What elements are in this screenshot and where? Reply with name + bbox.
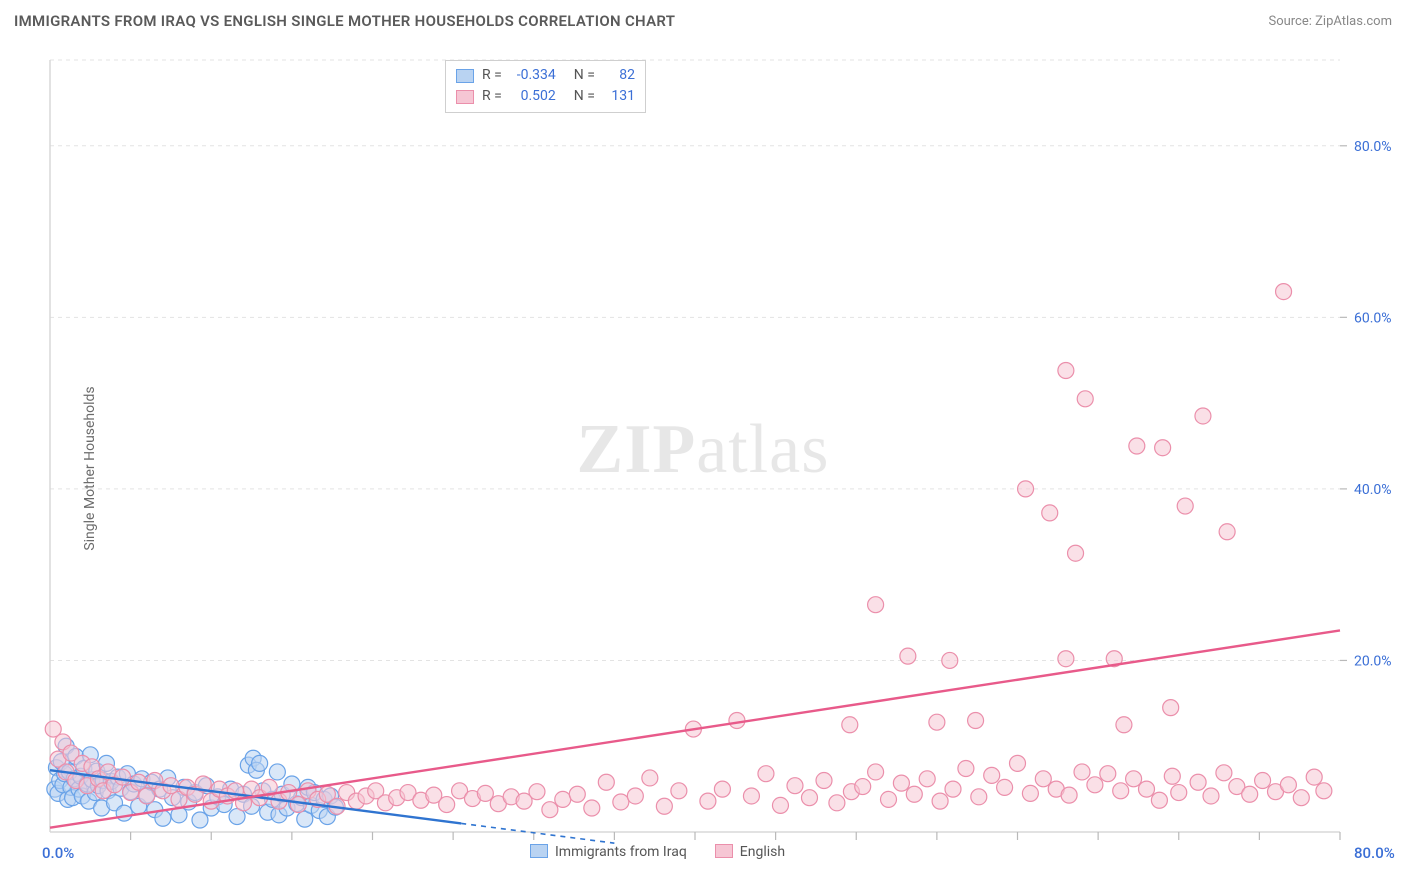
svg-text:80.0%: 80.0%: [1354, 844, 1395, 862]
chart-title: IMMIGRANTS FROM IRAQ VS ENGLISH SINGLE M…: [14, 12, 675, 30]
stats-row: R = 0.502 N = 131: [456, 86, 635, 107]
svg-text:60.0%: 60.0%: [1354, 310, 1392, 326]
svg-text:40.0%: 40.0%: [1354, 482, 1392, 498]
legend-swatch: [530, 844, 548, 858]
legend-swatch: [456, 90, 474, 104]
series-legend: Immigrants from Iraq English: [530, 844, 785, 860]
legend-item: Immigrants from Iraq: [530, 844, 687, 860]
stat-r-value: 0.502: [510, 86, 556, 107]
stat-n-value: 131: [603, 86, 635, 107]
stat-n-label: N =: [574, 65, 595, 86]
legend-label: Immigrants from Iraq: [555, 844, 687, 860]
stat-r-label: R =: [482, 86, 502, 107]
stat-n-label: N =: [574, 86, 595, 107]
source-attr: Source: ZipAtlas.com: [1268, 14, 1392, 29]
scatter-plot: 20.0% 40.0% 60.0% 80.0% 0.0% 80.0%: [0, 42, 1406, 892]
stats-legend: R = -0.334 N = 82 R = 0.502 N = 131: [445, 60, 646, 113]
stats-row: R = -0.334 N = 82: [456, 65, 635, 86]
stat-r-label: R =: [482, 65, 502, 86]
legend-swatch: [456, 69, 474, 83]
svg-text:0.0%: 0.0%: [42, 844, 74, 862]
stat-r-value: -0.334: [510, 65, 556, 86]
svg-text:80.0%: 80.0%: [1354, 139, 1392, 155]
stat-n-value: 82: [603, 65, 635, 86]
legend-item: English: [715, 844, 785, 860]
legend-label: English: [740, 844, 785, 860]
svg-text:20.0%: 20.0%: [1354, 653, 1392, 669]
legend-swatch: [715, 844, 733, 858]
chart-area: Single Mother Households ZIPatlas 20.0%4…: [0, 42, 1406, 892]
